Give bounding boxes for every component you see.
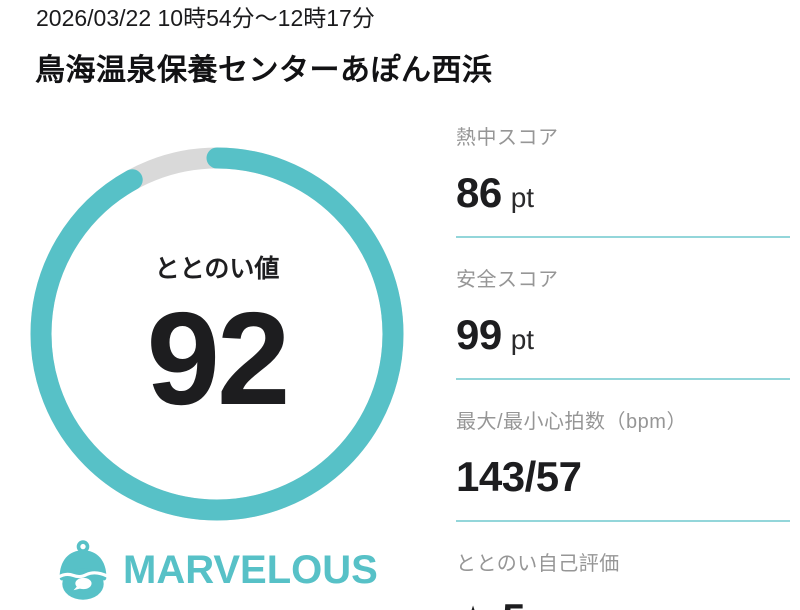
brand-name: MARVELOUS xyxy=(123,547,378,592)
safety-score-unit: pt xyxy=(510,324,535,355)
gauge-ring xyxy=(30,147,404,521)
stat-value-self-rating: ★5 xyxy=(456,596,790,610)
gauge-label: ととのい値 xyxy=(154,255,280,283)
sauna-hat-mascot-icon xyxy=(56,540,110,600)
gauge-value: 92 xyxy=(146,285,291,432)
facility-name: 鳥海温泉保養センターあぽん西浜 xyxy=(35,54,493,87)
stat-value-heat-score: 86 pt xyxy=(456,170,790,226)
heat-score-value: 86 xyxy=(456,169,502,216)
totonoi-gauge: ととのい値 92 xyxy=(26,143,408,525)
stats-column: 熱中スコア 86 pt 安全スコア 99 pt 最大/最小心拍数（bpm） 143/… xyxy=(456,128,790,610)
gauge-ring-progress xyxy=(30,147,404,521)
star-icon: ★ xyxy=(456,600,490,610)
stat-label-heat-score: 熱中スコア xyxy=(456,127,559,149)
safety-score-value: 99 xyxy=(456,311,502,358)
stat-value-heart-rate: 143/57 xyxy=(456,454,790,510)
brand-logo: MARVELOUS xyxy=(56,538,378,602)
stat-divider xyxy=(456,236,790,238)
stat-label-self-rating: ととのい自己評価 xyxy=(456,553,620,575)
stat-divider xyxy=(456,520,790,522)
stat-label-safety-score: 安全スコア xyxy=(456,269,559,291)
stat-label-heart-rate: 最大/最小心拍数（bpm） xyxy=(456,411,687,433)
heat-score-unit: pt xyxy=(510,182,535,213)
stat-divider xyxy=(456,378,790,380)
heart-rate-value: 143/57 xyxy=(456,453,582,500)
stat-value-safety-score: 99 pt xyxy=(456,312,790,368)
session-datetime: 2026/03/22 10時54分〜12時17分 xyxy=(36,5,375,31)
self-rating-value: 5 xyxy=(502,595,525,610)
